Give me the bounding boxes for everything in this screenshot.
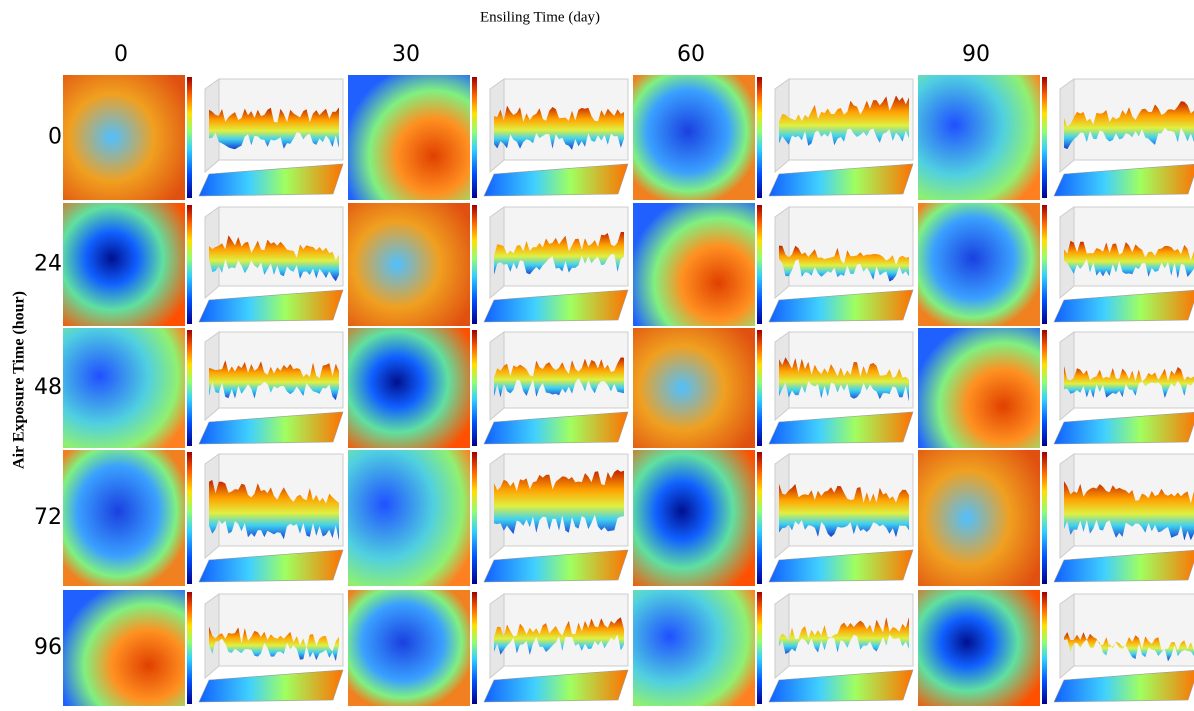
thermal-image <box>348 328 470 448</box>
column-label: 60 <box>677 42 705 67</box>
plot-floor <box>1054 550 1194 582</box>
color-bar <box>472 77 477 198</box>
color-bar <box>472 452 477 584</box>
plot-panel <box>1074 332 1194 408</box>
color-bar <box>187 77 192 198</box>
thermal-image <box>918 450 1040 586</box>
color-bar <box>1042 205 1047 324</box>
thermal-image <box>918 75 1040 200</box>
plot-floor <box>199 670 343 702</box>
plot-floor <box>769 164 913 196</box>
thermal-image <box>633 75 755 200</box>
color-bar <box>472 592 477 704</box>
plot-floor <box>199 550 343 582</box>
color-bar <box>757 77 762 198</box>
y-title: Air Exposure Time (hour) <box>11 291 28 469</box>
plot-floor <box>484 550 628 582</box>
color-bar <box>472 205 477 324</box>
thermal-image <box>348 450 470 586</box>
thermal-image <box>633 328 755 448</box>
color-bar <box>187 592 192 704</box>
color-bar <box>757 452 762 584</box>
color-bar <box>757 205 762 324</box>
row-label: 72 <box>34 505 62 530</box>
plot-floor <box>769 550 913 582</box>
thermal-image <box>633 590 755 706</box>
color-bar <box>187 330 192 446</box>
color-bar <box>1042 452 1047 584</box>
plot-floor <box>769 412 913 444</box>
plot-side <box>1060 332 1074 420</box>
row-label: 24 <box>34 252 62 277</box>
thermal-image <box>348 75 470 200</box>
color-bar <box>187 205 192 324</box>
thermal-image <box>348 203 470 326</box>
thermal-image <box>633 450 755 586</box>
column-label: 30 <box>392 42 420 67</box>
color-bar <box>1042 77 1047 198</box>
plot-panel <box>1074 207 1194 286</box>
thermal-image <box>63 590 185 706</box>
color-bar <box>187 452 192 584</box>
color-bar <box>757 330 762 446</box>
plot-floor <box>1054 670 1194 702</box>
row-label: 0 <box>48 125 62 150</box>
thermal-image <box>918 203 1040 326</box>
plot-floor <box>1054 164 1194 196</box>
column-label: 0 <box>114 42 128 67</box>
plot-floor <box>1054 290 1194 322</box>
thermal-image <box>918 590 1040 706</box>
plot-floor <box>484 670 628 702</box>
thermal-image <box>63 450 185 586</box>
row-label: 48 <box>34 375 62 400</box>
plot-floor <box>1054 412 1194 444</box>
color-bar <box>472 330 477 446</box>
x-title: Ensiling Time (day) <box>480 9 600 25</box>
thermal-image <box>918 328 1040 448</box>
color-bar <box>1042 592 1047 704</box>
thermal-image <box>63 203 185 326</box>
thermal-image <box>348 590 470 706</box>
thermal-image <box>633 203 755 326</box>
color-bar <box>1042 330 1047 446</box>
plot-floor <box>484 412 628 444</box>
plot-floor <box>199 164 343 196</box>
row-label: 96 <box>34 635 62 660</box>
plot-floor <box>199 412 343 444</box>
plot-floor <box>484 164 628 196</box>
figure: Ensiling Time (day) Air Exposure Time (h… <box>0 0 1194 711</box>
thermal-image <box>63 75 185 200</box>
column-label: 90 <box>962 42 990 67</box>
plot-floor <box>199 290 343 322</box>
color-bar <box>757 592 762 704</box>
plot-floor <box>769 670 913 702</box>
plot-floor <box>484 290 628 322</box>
thermal-image <box>63 328 185 448</box>
plot-floor <box>769 290 913 322</box>
